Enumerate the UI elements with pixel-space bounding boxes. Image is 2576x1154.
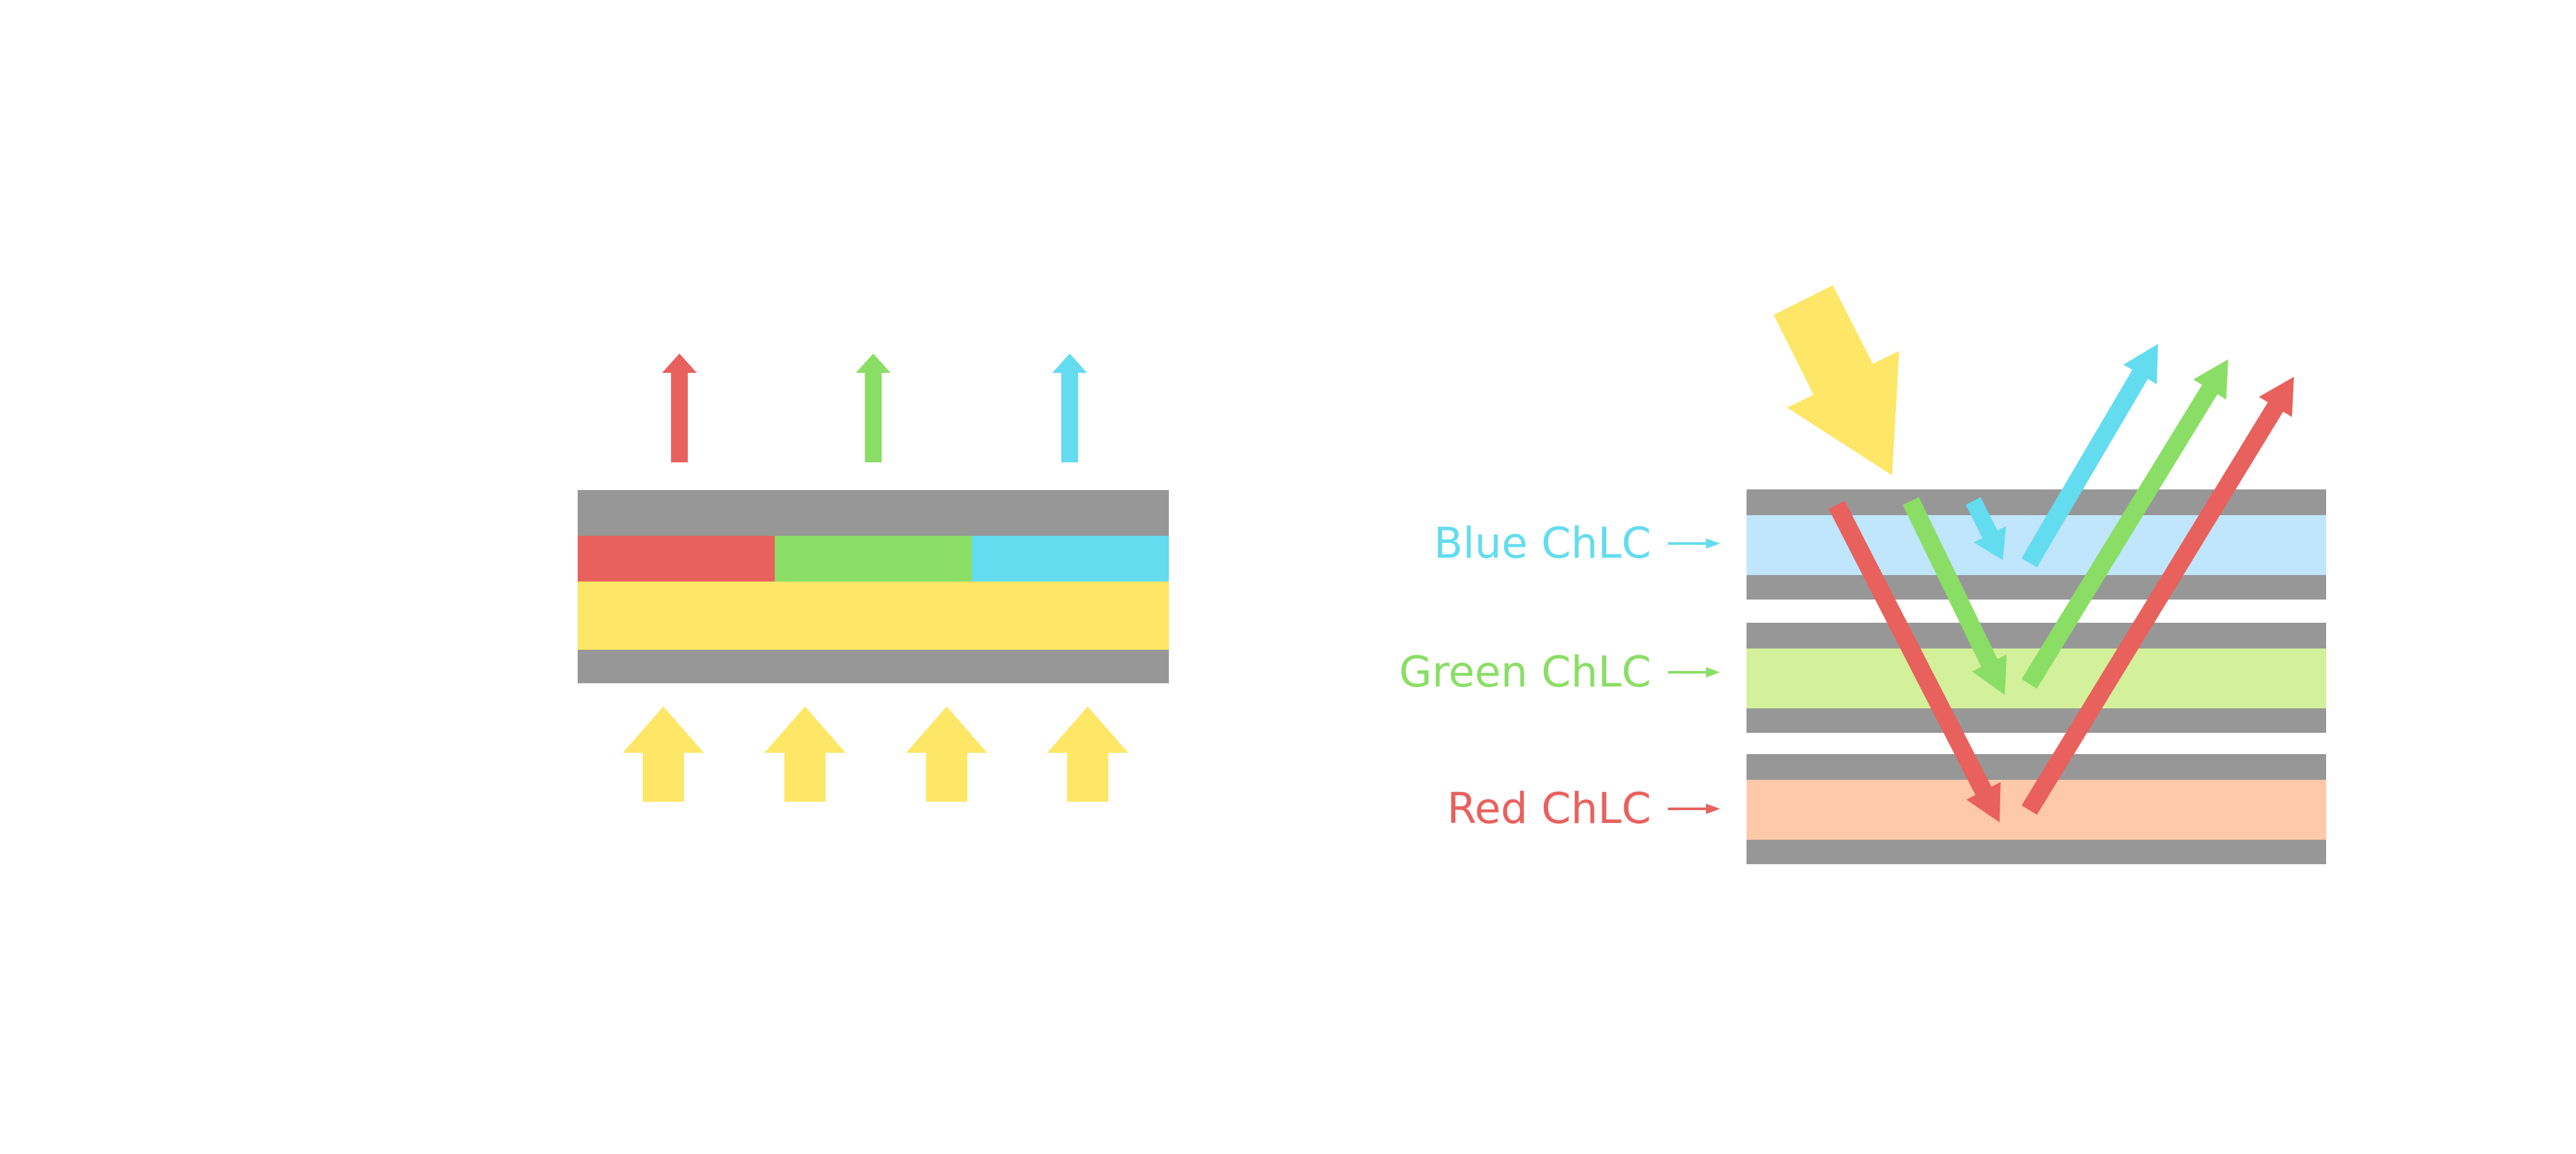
red-chlc-bottom-substrate — [1747, 840, 2326, 864]
green-chlc-bottom-substrate — [1747, 708, 2326, 733]
blue-output-arrow-icon — [1052, 354, 1087, 462]
incident-light-arrow-icon — [1774, 285, 1899, 475]
backlight-arrow-icon-4 — [1047, 706, 1128, 802]
backlight-arrow-icon-3 — [906, 706, 987, 802]
red-output-arrow-icon — [662, 354, 697, 462]
backlight-arrow-icon-2 — [764, 706, 846, 802]
green-color-filter — [775, 536, 972, 582]
left-panel-color-filter-stack — [578, 354, 1169, 802]
label-blue-chlc: Blue ChLC — [1434, 518, 1651, 568]
red-incident-ray-arrow-icon — [1828, 500, 2001, 822]
red-label-pointer-arrow-icon — [1668, 804, 1720, 814]
red-color-filter — [578, 536, 775, 582]
blue-color-filter — [972, 536, 1169, 582]
right-panel-chlc-stack: Blue ChLC Green ChLC Red ChLC — [1399, 285, 2326, 864]
red-reflected-ray-arrow-icon — [2022, 377, 2294, 815]
backlight-arrow-icon-1 — [623, 706, 704, 802]
label-green-chlc: Green ChLC — [1399, 647, 1651, 697]
green-output-arrow-icon — [856, 354, 891, 462]
blue-label-pointer-arrow-icon — [1668, 538, 1720, 549]
red-chlc-top-substrate — [1747, 754, 2326, 780]
blue-incident-ray-arrow-icon — [1965, 497, 2006, 560]
green-chlc-top-substrate — [1747, 623, 2326, 648]
green-reflected-ray-arrow-icon — [2022, 359, 2228, 689]
green-label-pointer-arrow-icon — [1668, 667, 1720, 677]
blue-chlc-bottom-substrate — [1747, 575, 2326, 600]
green-incident-ray-arrow-icon — [1902, 497, 2007, 695]
bottom-substrate — [578, 650, 1169, 683]
top-substrate — [578, 490, 1169, 536]
label-red-chlc: Red ChLC — [1447, 784, 1651, 833]
blue-reflected-ray-arrow-icon — [2021, 344, 2158, 568]
yellow-backlight-layer — [578, 582, 1169, 650]
